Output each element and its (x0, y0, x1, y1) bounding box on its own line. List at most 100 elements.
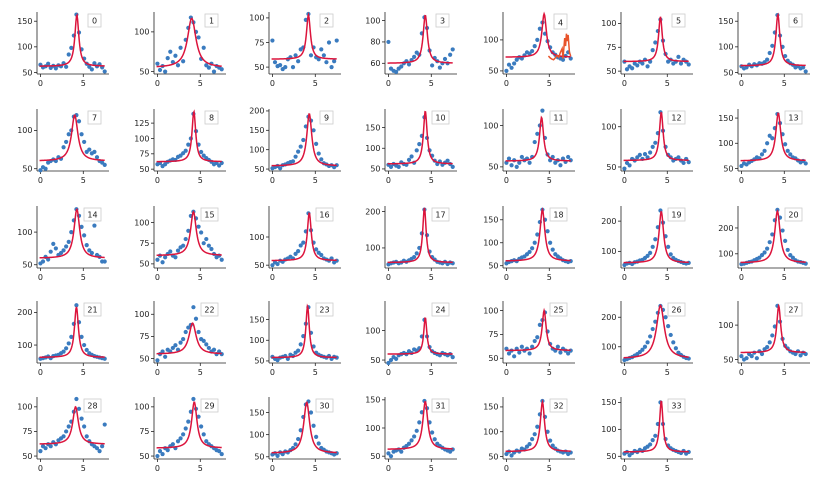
y-tick-label: 75 (254, 38, 264, 47)
data-point (388, 454, 394, 459)
data-point (217, 449, 222, 454)
data-point (566, 351, 571, 356)
subplot-label: 19 (671, 211, 681, 220)
y-tick-label: 150 (365, 396, 380, 405)
data-point (219, 67, 224, 72)
data-point (87, 64, 92, 69)
data-point (650, 48, 655, 53)
data-point (788, 152, 793, 157)
subplot-10: 50 100 150 0 5 10 (365, 109, 457, 185)
fit-curve (387, 110, 453, 165)
data-point (301, 240, 306, 245)
y-tick-label: 100 (483, 239, 498, 248)
data-point (537, 322, 542, 327)
subplot-5: 50 75 100 0 5 5 (601, 12, 693, 88)
data-point (170, 442, 175, 447)
subplot-2: 50 75 100 0 5 2 (249, 11, 341, 88)
data-point (388, 357, 394, 363)
x-tick-label: 5 (547, 273, 552, 282)
y-tick-label: 100 (134, 134, 149, 143)
data-point (509, 453, 514, 458)
y-tick-label: 50 (370, 356, 380, 365)
y-tick-label: 50 (370, 165, 380, 174)
data-point (334, 355, 339, 360)
data-point (757, 255, 762, 260)
y-tick-label: 125 (134, 119, 149, 128)
subplot-8: 50 75 100 125 0 5 8 (134, 109, 226, 185)
data-point (759, 351, 765, 357)
fit-curve (39, 405, 105, 445)
data-point (219, 451, 224, 457)
data-point (739, 163, 744, 169)
fit-curve (271, 400, 337, 454)
y-tick-label: 50 (254, 63, 264, 72)
fit-curve-alt (547, 33, 572, 61)
data-point (535, 424, 540, 429)
label-badge (431, 398, 450, 413)
subplot-24: 50 100 0 5 24 (365, 301, 457, 377)
data-point (326, 40, 332, 45)
data-point (270, 38, 275, 43)
y-tick-label: 50 (723, 68, 733, 77)
subplot-7: 50 100 0 5 7 (17, 109, 109, 185)
data-point (155, 257, 160, 262)
data-point (82, 424, 87, 429)
y-tick-label: 75 (139, 239, 149, 248)
data-point (296, 149, 301, 154)
data-point (64, 64, 69, 69)
subplot-label: 22 (204, 306, 214, 315)
data-point (555, 344, 560, 349)
data-point (645, 340, 650, 345)
data-point (648, 150, 653, 155)
data-point (314, 141, 319, 146)
subplot-label: 16 (319, 211, 329, 220)
data-point (666, 323, 671, 329)
data-point (406, 157, 412, 162)
data-point (308, 53, 314, 58)
data-point (66, 132, 71, 137)
data-point (82, 233, 87, 238)
x-tick-label: 5 (313, 464, 318, 473)
data-point (53, 246, 58, 251)
label-badge (667, 302, 686, 317)
data-point (545, 229, 550, 234)
data-point (512, 61, 517, 66)
data-point (645, 253, 650, 259)
y-tick-label: 100 (17, 43, 32, 52)
data-point (209, 246, 214, 252)
data-point (170, 345, 175, 351)
data-point (160, 349, 165, 354)
y-tick-label: 100 (249, 430, 264, 439)
y-tick-label: 50 (723, 355, 733, 364)
label-badge (319, 13, 334, 28)
data-point (66, 341, 71, 346)
fit-curve (505, 307, 571, 352)
data-point (676, 54, 681, 59)
data-point (532, 240, 537, 245)
fit-curve (39, 306, 105, 358)
y-tick-label: 200 (365, 207, 380, 216)
x-tick-label: 5 (198, 79, 203, 88)
subplot-label: 14 (87, 211, 97, 220)
y-tick-label: 200 (601, 313, 616, 322)
data-point (87, 147, 92, 152)
x-tick-label: 5 (429, 79, 434, 88)
data-point (186, 419, 191, 424)
data-point (788, 252, 793, 258)
y-tick-label: 100 (483, 36, 498, 45)
data-point (308, 410, 314, 415)
data-point (204, 439, 209, 444)
data-point (386, 451, 391, 456)
x-tick-label: 0 (155, 176, 160, 185)
y-tick-label: 100 (17, 228, 32, 237)
subplot-6: 50 100 150 0 5 6 (718, 12, 810, 88)
data-point (739, 354, 744, 359)
data-point (316, 441, 321, 446)
x-tick-label: 0 (386, 273, 391, 282)
data-point (94, 446, 100, 451)
x-tick-label: 5 (547, 176, 552, 185)
x-tick-label: 0 (270, 176, 275, 185)
subplot-33: 50 100 150 0 5 33 (601, 397, 693, 473)
data-point (517, 160, 522, 165)
data-point (648, 250, 653, 255)
